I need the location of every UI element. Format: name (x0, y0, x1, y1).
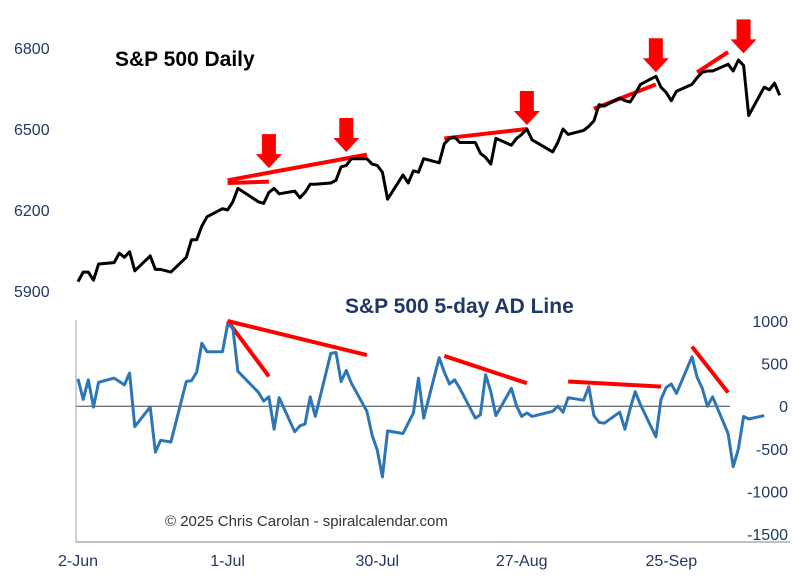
ad-y-tick-label: -1000 (747, 484, 788, 501)
sp500-price-line (76, 58, 782, 283)
top-trend-line (696, 50, 730, 74)
x-tick-label: 30-Jul (355, 553, 399, 570)
top-y-tick-label: 6500 (14, 122, 50, 139)
top-chart-title: S&P 500 Daily (115, 48, 255, 71)
down-arrow-icon (255, 134, 282, 169)
down-arrow-icon (333, 117, 360, 152)
ad-y-tick-label: -500 (756, 442, 788, 459)
top-trend-line (227, 179, 269, 185)
ad-y-tick-label: 1000 (752, 314, 788, 331)
ad-trend-line (443, 354, 528, 386)
top-y-tick-label: 6200 (14, 203, 50, 220)
ad-trend-line (568, 379, 662, 389)
ad-line-series (76, 322, 765, 479)
x-tick-label: 1-Jul (210, 553, 245, 570)
x-tick-label: 2-Jun (58, 553, 98, 570)
ad-trend-line (227, 319, 368, 358)
down-arrow-icon (513, 90, 540, 125)
ad-chart-title: S&P 500 5-day AD Line (345, 295, 574, 318)
down-arrow-icon (730, 19, 757, 54)
ad-y-tick-label: 500 (761, 357, 788, 374)
down-arrow-icon (642, 38, 669, 73)
copyright-notice: © 2025 Chris Carolan - spiralcalendar.co… (165, 513, 448, 530)
ad-trend-line (690, 345, 730, 394)
top-trend-line (444, 127, 528, 141)
x-tick-label: 27-Aug (496, 553, 548, 570)
x-tick-label: 25-Sep (646, 553, 698, 570)
top-trend-line (227, 152, 368, 183)
ad-y-tick-label: -1500 (747, 527, 788, 544)
ad-y-tick-label: 0 (779, 399, 788, 416)
top-y-tick-label: 5900 (14, 284, 50, 301)
top-y-tick-label: 6800 (14, 41, 50, 58)
